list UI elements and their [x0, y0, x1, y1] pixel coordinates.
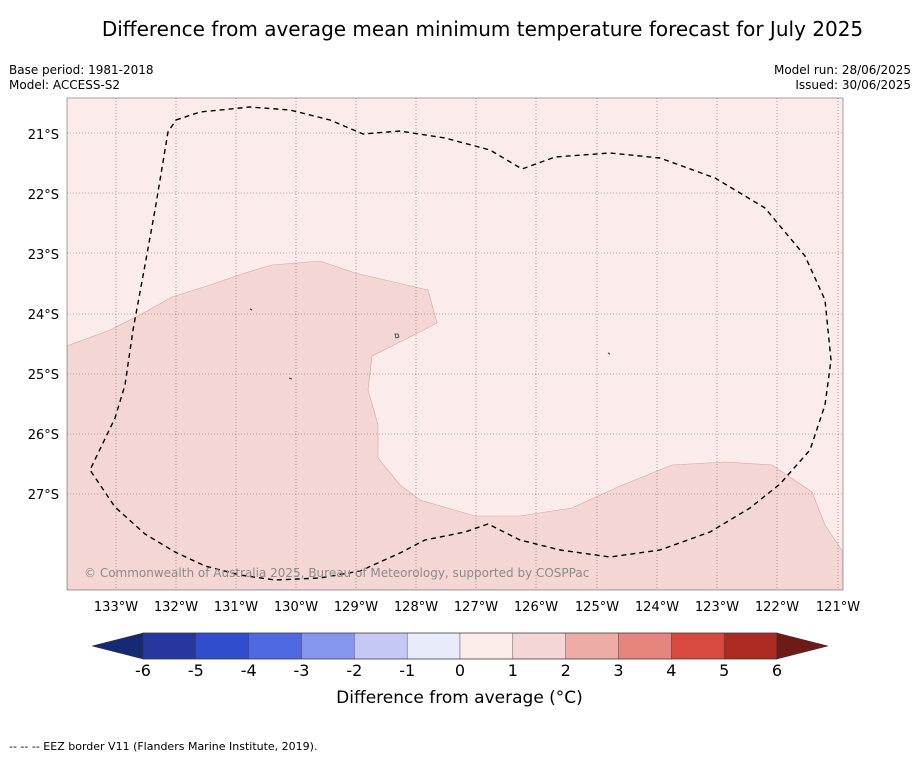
- model-name: Model: ACCESS-S2: [9, 78, 121, 92]
- lat-label: 22°S: [28, 188, 59, 203]
- lon-label: 125°W: [575, 600, 619, 615]
- lon-label: 121°W: [816, 600, 860, 615]
- lat-label: 25°S: [28, 368, 59, 383]
- lon-label: 126°W: [514, 600, 558, 615]
- colorbar-cell: [142, 632, 197, 660]
- island-marker: [249, 308, 253, 311]
- lon-label: 127°W: [454, 600, 498, 615]
- colorbar-tick-label: -6: [135, 661, 151, 680]
- colorbar-cell: [671, 632, 725, 660]
- colorbar-cell: [723, 632, 778, 660]
- colorbar-cell: [354, 632, 408, 660]
- colorbar-under-arrow: [91, 632, 144, 660]
- colorbar-cell: [248, 632, 302, 660]
- island-marker: [607, 352, 611, 355]
- lon-label: 129°W: [334, 600, 378, 615]
- issued-date: Issued: 30/06/2025: [795, 78, 911, 92]
- copyright-text: © Commonwealth of Australia 2025, Bureau…: [84, 566, 589, 580]
- lon-label: 131°W: [214, 600, 258, 615]
- lon-label: 128°W: [394, 600, 438, 615]
- colorbar-tick-label: -5: [188, 661, 204, 680]
- graticule: [67, 98, 843, 590]
- island-marker: [394, 333, 400, 339]
- colorbar-cell: [406, 632, 461, 660]
- meta-left: Base period: 1981-2018 Model: ACCESS-S2: [9, 63, 154, 93]
- lat-label: 26°S: [28, 428, 59, 443]
- colorbar-frame: [142, 632, 778, 660]
- lon-label: 122°W: [755, 600, 799, 615]
- meta-right: Model run: 28/06/2025 Issued: 30/06/2025: [774, 63, 911, 93]
- colorbar-tick-label: 0: [455, 661, 465, 680]
- region-1-to-2-west: [67, 260, 843, 590]
- colorbar-label: Difference from average (°C): [336, 688, 583, 708]
- colorbar-tick-label: 1: [508, 661, 518, 680]
- colorbar-tick-label: -2: [346, 661, 362, 680]
- lon-label: 124°W: [635, 600, 679, 615]
- lon-label: 130°W: [274, 600, 318, 615]
- colorbar-cell: [459, 632, 514, 660]
- colorbar-tick-label: 3: [613, 661, 623, 680]
- island-marker: [288, 377, 293, 380]
- latitude-labels: 21°S 22°S 23°S 24°S 25°S 26°S 27°S: [28, 128, 59, 503]
- colorbar-cell: [195, 632, 249, 660]
- lon-label: 133°W: [94, 600, 138, 615]
- footer-note: -- -- -- EEZ border V11 (Flanders Marine…: [9, 740, 318, 753]
- lat-label: 21°S: [28, 128, 59, 143]
- colorbar-tick-label: 6: [772, 661, 782, 680]
- colorbar-tick-label: -4: [241, 661, 257, 680]
- map-frame: [66, 97, 844, 591]
- longitude-labels: 133°W 132°W 131°W 130°W 129°W 128°W 127°…: [94, 600, 860, 615]
- eez-border: [89, 106, 832, 581]
- map-title: Difference from average mean minimum tem…: [101, 17, 864, 41]
- lat-label: 27°S: [28, 488, 59, 503]
- colorbar-tick-label: -3: [294, 661, 310, 680]
- colorbar-cell: [512, 632, 566, 660]
- lon-label: 132°W: [154, 600, 198, 615]
- base-period: Base period: 1981-2018: [9, 63, 154, 77]
- colorbar-cell: [618, 632, 672, 660]
- colorbar-tick-label: -1: [399, 661, 415, 680]
- lat-label: 24°S: [28, 308, 59, 323]
- lat-label: 23°S: [28, 248, 59, 263]
- colorbar-tick-label: 5: [719, 661, 729, 680]
- colorbar-tick-label: 2: [561, 661, 571, 680]
- colorbar-cell: [301, 632, 355, 660]
- colorbar-over-arrow: [776, 632, 829, 660]
- colorbar-tick-label: 4: [666, 661, 676, 680]
- colorbar: -6 -5 -4 -3 -2 -1 0 1 2 3 4 5 6: [91, 632, 829, 680]
- lon-label: 123°W: [695, 600, 739, 615]
- colorbar-cell: [565, 632, 619, 660]
- model-run: Model run: 28/06/2025: [773, 63, 911, 77]
